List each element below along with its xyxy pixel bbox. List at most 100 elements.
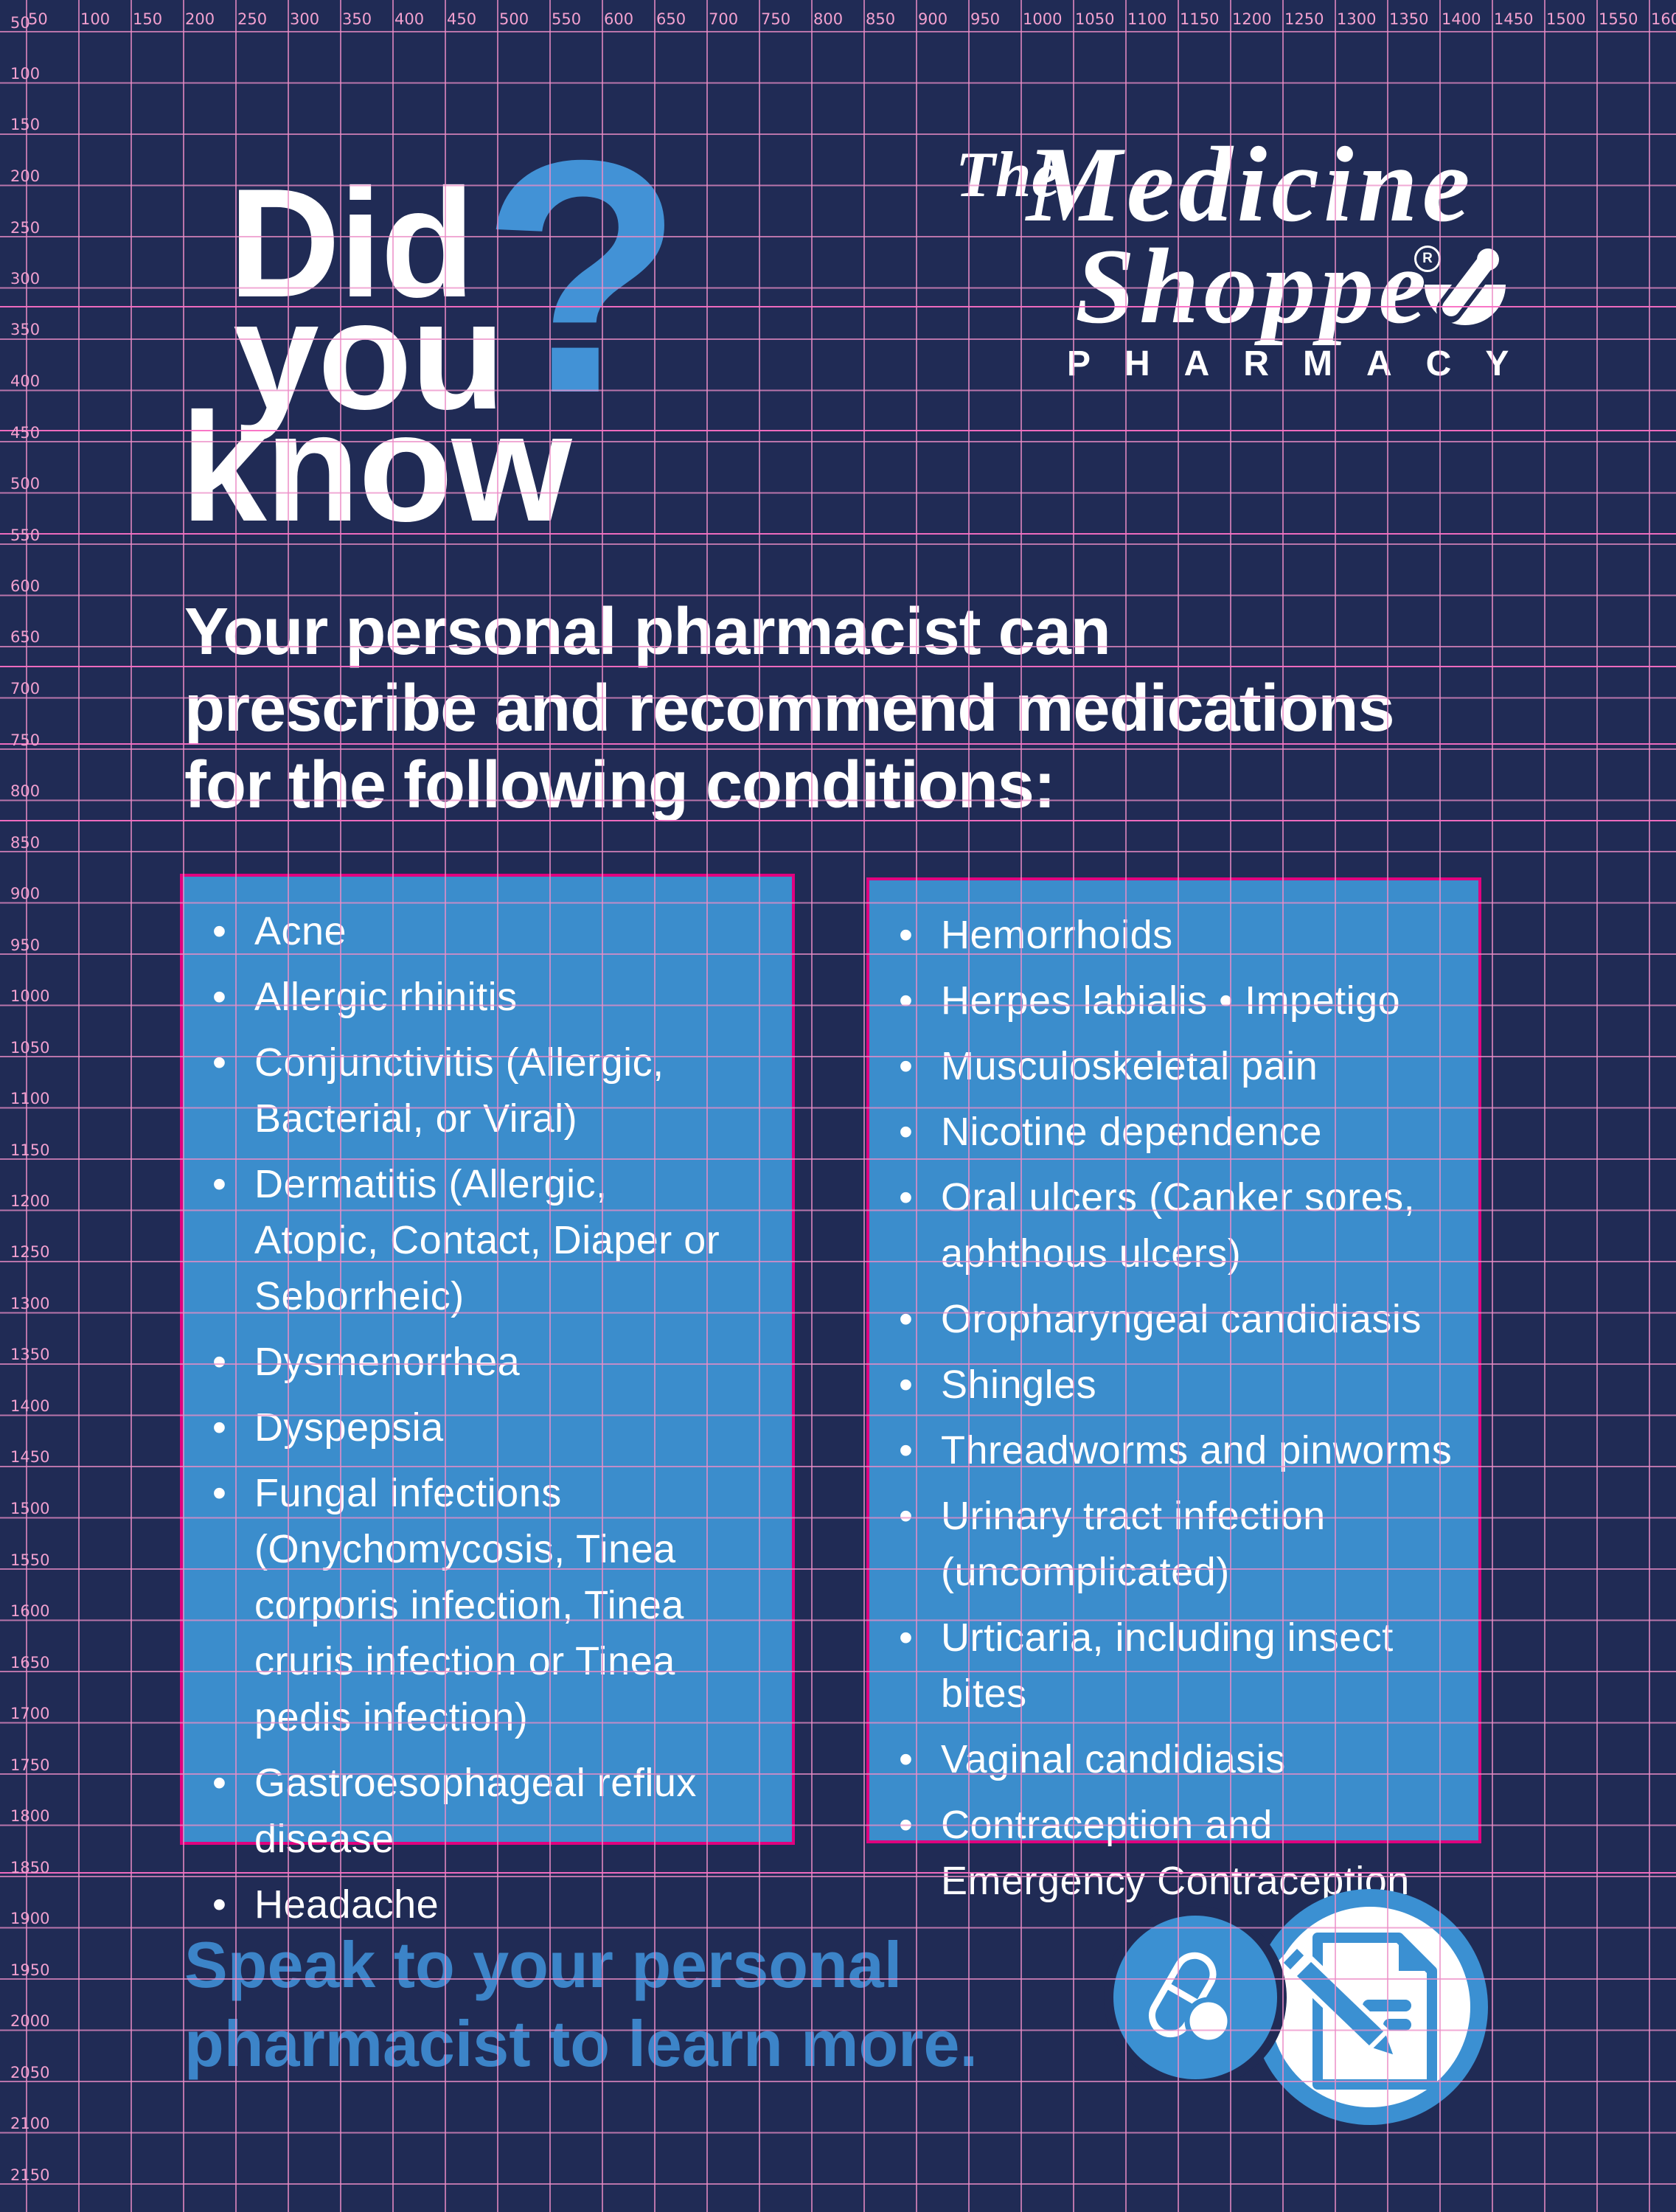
list-item-line: bites [941,1672,1027,1716]
list-item: Hemorrhoids [866,907,1481,963]
list-item-line: Urinary tract infection [941,1494,1326,1538]
list-item-line: pedis infection) [254,1695,529,1739]
ruler-label: 550 [10,526,41,544]
list-item-line: cruris infection or Tinea [254,1639,675,1683]
conditions-list-left: Acne Allergic rhinitis Conjunctivitis (All… [180,903,795,1942]
cta-line-1: Speak to your personal [184,1928,903,2001]
ruler-label: 1100 [10,1090,50,1107]
ruler-label: 850 [866,10,896,28]
ruler-label: 700 [10,680,41,698]
ruler-label: 650 [656,10,686,28]
list-item-line: Urticaria, including insect [941,1615,1394,1660]
ruler-label: 1050 [1075,10,1115,28]
ruler-label: 300 [290,10,320,28]
list-item: Gastroesophageal reflux disease [180,1755,795,1867]
list-item-line: Conjunctivitis (Allergic, [254,1040,664,1085]
logo-word-shoppe: Shoppe [1075,226,1431,346]
list-item-line: Allergic rhinitis [254,975,518,1019]
ruler-label: 1100 [1127,10,1167,28]
ruler-label: 50 [28,10,48,28]
ruler-label: 400 [394,10,425,28]
ruler-label: 250 [10,219,41,237]
ruler-label: 200 [185,10,215,28]
ruler-label: 1400 [1442,10,1481,28]
ruler-label: 1250 [1284,10,1324,28]
heading-line-2: prescribe and recommend medications [184,672,1395,745]
mortar-pestle-icon [1425,248,1506,325]
ruler-label: 1450 [1494,10,1534,28]
ruler-label: 1150 [10,1141,50,1159]
list-item: Oropharyngeal candidiasis [866,1291,1481,1347]
list-item: Urinary tract infection (uncomplicated) [866,1488,1481,1600]
ruler-label: 1550 [10,1551,50,1569]
ruler-label: 700 [709,10,739,28]
ruler-label: 950 [970,10,1001,28]
heading-line-1: Your personal pharmacist can [184,595,1111,669]
list-item-line: aphthous ulcers) [941,1231,1242,1276]
ruler-label: 450 [447,10,477,28]
ruler-label: 650 [10,628,41,646]
ruler-label: 1450 [10,1448,50,1466]
question-mark-icon: ? [481,92,684,462]
cta-line-2: pharmacist to learn more. [184,2007,978,2080]
list-item-line: Dermatitis (Allergic, [254,1162,608,1206]
ruler-label: 750 [10,731,41,749]
ruler-label: 150 [10,116,41,133]
ruler-label: 1350 [10,1346,50,1363]
ruler-label: 100 [10,65,41,83]
list-item-line: Contraception and [941,1803,1273,1847]
list-item-line: Dysmenorrhea [254,1340,521,1384]
ruler-label: 300 [10,270,41,288]
icon-badges [1104,1889,1488,2125]
ruler-label: 1300 [10,1295,50,1312]
ruler-label: 1600 [1651,10,1676,28]
ruler-label: 750 [761,10,791,28]
ruler-label: 400 [10,372,41,390]
ruler-label: 350 [10,321,41,338]
ruler-label: 1000 [10,987,50,1005]
list-item-line: corporis infection, Tinea [254,1583,684,1627]
list-item: Allergic rhinitis [180,969,795,1025]
ruler-label: 1600 [10,1602,50,1620]
ruler-label: 2150 [10,2166,50,2184]
ruler-label: 1700 [10,1705,50,1722]
ruler-label: 1150 [1180,10,1220,28]
list-item: Dermatitis (Allergic, Atopic, Contact, Di… [180,1156,795,1324]
list-item-line: Headache [254,1882,439,1927]
conditions-list-right: Hemorrhoids Herpes labialis • Impetigo Mus… [866,907,1481,1919]
list-item-line: Gastroesophageal reflux [254,1761,697,1805]
ruler-label: 500 [499,10,529,28]
ruler-label: 1500 [1546,10,1586,28]
list-item: Dyspepsia [180,1399,795,1455]
list-item: Urticaria, including insect bites [866,1610,1481,1722]
list-item: Headache [180,1877,795,1933]
ruler-label: 1400 [10,1397,50,1415]
ruler-label: 200 [10,167,41,185]
ruler-label: 800 [813,10,844,28]
ruler-label: 1750 [10,1756,50,1774]
ruler-label: 450 [10,424,41,442]
ruler-label: 1350 [1389,10,1429,28]
ruler-label: 900 [10,885,41,902]
ruler-label: 550 [552,10,582,28]
list-item-line: (uncomplicated) [941,1550,1230,1594]
document-pencil-icon [1252,1889,1488,2125]
ruler-label: 950 [10,936,41,954]
heading-line-3: for the following conditions: [184,748,1056,822]
ruler-label: 2050 [10,2064,50,2081]
ruler-label: 350 [342,10,372,28]
logo-word-pharmacy: PHARMACY [1067,344,1543,383]
list-item-line: Hemorrhoids [941,913,1173,957]
list-item: Fungal infections (Onychomycosis, Tinea co… [180,1465,795,1745]
list-item-line: Vaginal candidiasis [941,1737,1286,1781]
list-item-line: Bacterial, or Viral) [254,1096,578,1141]
ruler-label: 1200 [1232,10,1272,28]
ruler-label: 1050 [10,1039,50,1057]
list-item: Oral ulcers (Canker sores, aphthous ulcer… [866,1169,1481,1281]
ruler-label: 1950 [10,1961,50,1979]
list-item-line: Fungal infections [254,1471,562,1515]
ruler-label: 1300 [1337,10,1377,28]
ruler-label: 1250 [10,1243,50,1261]
ruler-label: 600 [10,577,41,595]
